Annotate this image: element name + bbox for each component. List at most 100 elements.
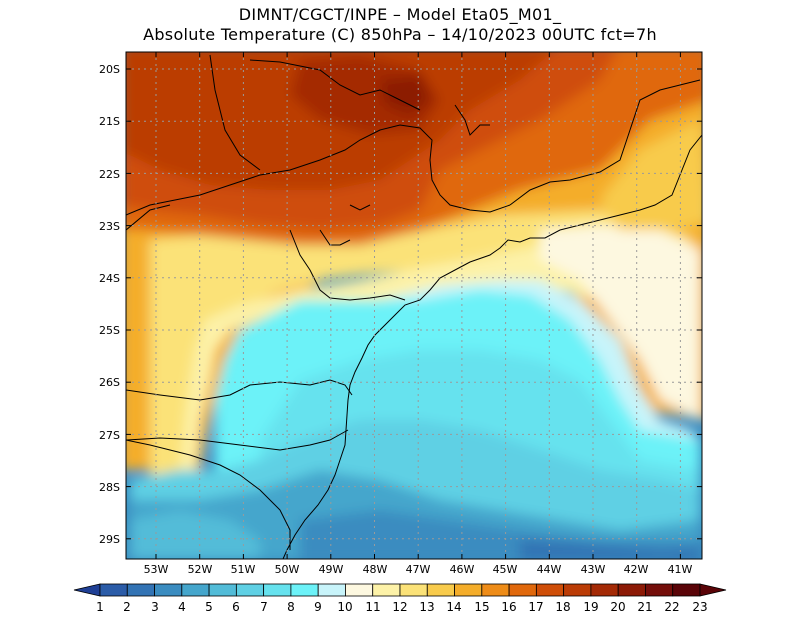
- lon-label: 42W: [624, 563, 649, 576]
- river-parana: [319, 229, 351, 246]
- colorbar-label: 9: [314, 600, 322, 614]
- temp-band-13: [150, 210, 700, 480]
- colorbar-label: 17: [528, 600, 543, 614]
- lat-label: 26S: [99, 376, 120, 389]
- temp-band-12: [180, 238, 700, 470]
- temp-band-6-west: [130, 510, 260, 559]
- river-tiete: [349, 204, 371, 211]
- colorbar-label: 14: [446, 600, 461, 614]
- colorbar-swatch: [154, 583, 183, 597]
- colorbar-swatch: [372, 583, 401, 597]
- axis-ticks: [126, 52, 702, 559]
- temp-band-right-warm: [600, 120, 702, 230]
- colorbar-swatch: [563, 583, 592, 597]
- colorbar-swatch: [508, 583, 537, 597]
- lat-label: 21S: [99, 115, 120, 128]
- colorbar-swatch: [535, 583, 565, 597]
- colorbar-swatch: [399, 583, 428, 597]
- state-border-pr-sp: [289, 229, 406, 301]
- colorbar-label: 1: [96, 600, 104, 614]
- temp-band-3: [520, 540, 700, 559]
- colorbar-swatch: [263, 583, 292, 597]
- lon-label: 43W: [581, 563, 606, 576]
- lon-label: 49W: [319, 563, 344, 576]
- colorbar-swatch: [99, 583, 128, 597]
- colorbar-swatches: [73, 583, 727, 597]
- colorbar-label: 11: [365, 600, 380, 614]
- colorbar-swatch: [345, 583, 374, 597]
- colorbar-label: 4: [178, 600, 186, 614]
- lat-label: 28S: [99, 481, 120, 494]
- lat-label: 23S: [99, 220, 120, 233]
- colorbar-swatch: [590, 583, 619, 597]
- colorbar-labels: 1 2 3 4 5 6 7 8 9 10 11 12 13 14 15 16 1…: [96, 600, 707, 614]
- colorbar-swatch: [645, 583, 674, 597]
- lon-label: 53W: [144, 563, 169, 576]
- colorbar-label: 15: [474, 600, 489, 614]
- colorbar-label: 5: [205, 600, 213, 614]
- lon-label: 52W: [188, 563, 213, 576]
- colorbar-swatch: [426, 583, 455, 597]
- lat-label: 22S: [99, 168, 120, 181]
- grid-lines: [126, 52, 702, 559]
- colorbar-label: 7: [260, 600, 268, 614]
- state-border-mg-rj-es: [509, 79, 701, 206]
- temp-band-11: [540, 225, 700, 420]
- lagoon-furnas: [454, 104, 490, 136]
- colorbar-label: 21: [637, 600, 652, 614]
- colorbar-label: 20: [610, 600, 625, 614]
- colorbar-swatch: [617, 583, 646, 597]
- colorbar-label: 18: [555, 600, 570, 614]
- colorbar-label: 3: [151, 600, 159, 614]
- colorbar-arrow-left: [73, 583, 101, 597]
- colorbar-swatch: [181, 583, 210, 597]
- colorbar-label: 23: [692, 600, 707, 614]
- map-frame: [125, 51, 703, 560]
- coastline: [282, 134, 702, 559]
- lon-label: 46W: [450, 563, 475, 576]
- colorbar-swatch: [235, 583, 265, 597]
- colorbar-swatch: [454, 583, 483, 597]
- colorbar-label: 10: [337, 600, 352, 614]
- colorbar-label: 6: [232, 600, 240, 614]
- state-border-mg-go: [209, 54, 261, 171]
- lat-label: 20S: [99, 63, 120, 76]
- state-border-mg-north: [249, 59, 421, 111]
- colorbar-swatch: [290, 583, 319, 597]
- lon-label: 50W: [275, 563, 300, 576]
- colorbar-label: 16: [501, 600, 516, 614]
- colorbar-swatch: [208, 583, 237, 597]
- colorbar-swatch: [481, 583, 510, 597]
- lon-label: 51W: [231, 563, 256, 576]
- colorbar-label: 2: [123, 600, 131, 614]
- colorbar-label: 8: [287, 600, 295, 614]
- state-border-sc-rs: [126, 429, 349, 451]
- lon-label: 47W: [406, 563, 431, 576]
- latitude-labels: 20S 21S 22S 23S 24S 25S 26S 27S 28S 29S: [99, 63, 120, 546]
- colorbar-swatch: [672, 583, 701, 597]
- lon-label: 41W: [668, 563, 693, 576]
- lat-label: 29S: [99, 533, 120, 546]
- country-border-ar-br: [126, 439, 291, 550]
- colorbar-label: 12: [392, 600, 407, 614]
- chart-title-line1: DIMNT/CGCT/INPE – Model Eta05_M01_: [238, 5, 562, 24]
- colorbar-label: 19: [583, 600, 598, 614]
- state-border-ms: [126, 204, 171, 231]
- colorbar-swatch: [317, 583, 346, 597]
- colorbar-arrow-right: [699, 583, 727, 597]
- lat-label: 25S: [99, 324, 120, 337]
- temp-band-21: [290, 55, 440, 135]
- lon-label: 44W: [537, 563, 562, 576]
- longitude-labels: 53W 52W 51W 50W 49W 48W 47W 46W 45W 44W …: [144, 563, 693, 576]
- chart-title-line2: Absolute Temperature (C) 850hPa – 14/10/…: [143, 25, 657, 44]
- colorbar-label: 13: [419, 600, 434, 614]
- lat-label: 24S: [99, 272, 120, 285]
- temp-band-22: [380, 75, 430, 115]
- temperature-field: [126, 52, 702, 559]
- colorbar-label: 22: [664, 600, 679, 614]
- lon-label: 48W: [363, 563, 388, 576]
- colorbar-swatch: [126, 583, 155, 597]
- state-border-mg-sp: [126, 124, 511, 216]
